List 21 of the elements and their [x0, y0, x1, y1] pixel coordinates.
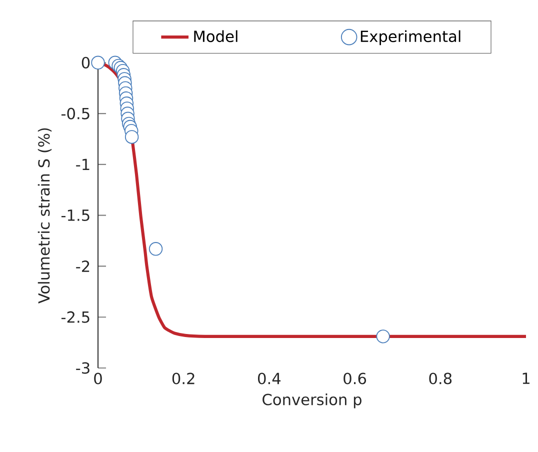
y-tick-label: -1.5	[61, 210, 90, 222]
y-tick-label: -1	[76, 158, 90, 170]
point	[124, 130, 139, 144]
x-tick-label: 1	[522, 372, 530, 384]
x-tick-label: 0.6	[344, 372, 366, 384]
point	[148, 242, 163, 256]
x-tick-label: 0.8	[429, 372, 452, 384]
y-tick-label: -2	[76, 260, 90, 272]
y-axis-title: Volumetric strain S (%)	[38, 128, 52, 304]
y-tick-label: -2.5	[61, 311, 90, 323]
y-tick-label: 0	[82, 56, 90, 68]
y-tick-label: -3	[76, 362, 90, 374]
point	[376, 330, 390, 344]
legend-label: Model	[194, 30, 238, 42]
x-tick-label: 0.2	[172, 372, 194, 384]
point	[91, 56, 105, 70]
x-tick-label: 0.4	[258, 372, 281, 384]
legend-label: Experimental	[360, 30, 460, 46]
y-tick-label: -0.5	[61, 108, 90, 120]
x-axis-title: Conversion p	[262, 393, 362, 408]
x-tick-label: 0	[94, 372, 102, 384]
